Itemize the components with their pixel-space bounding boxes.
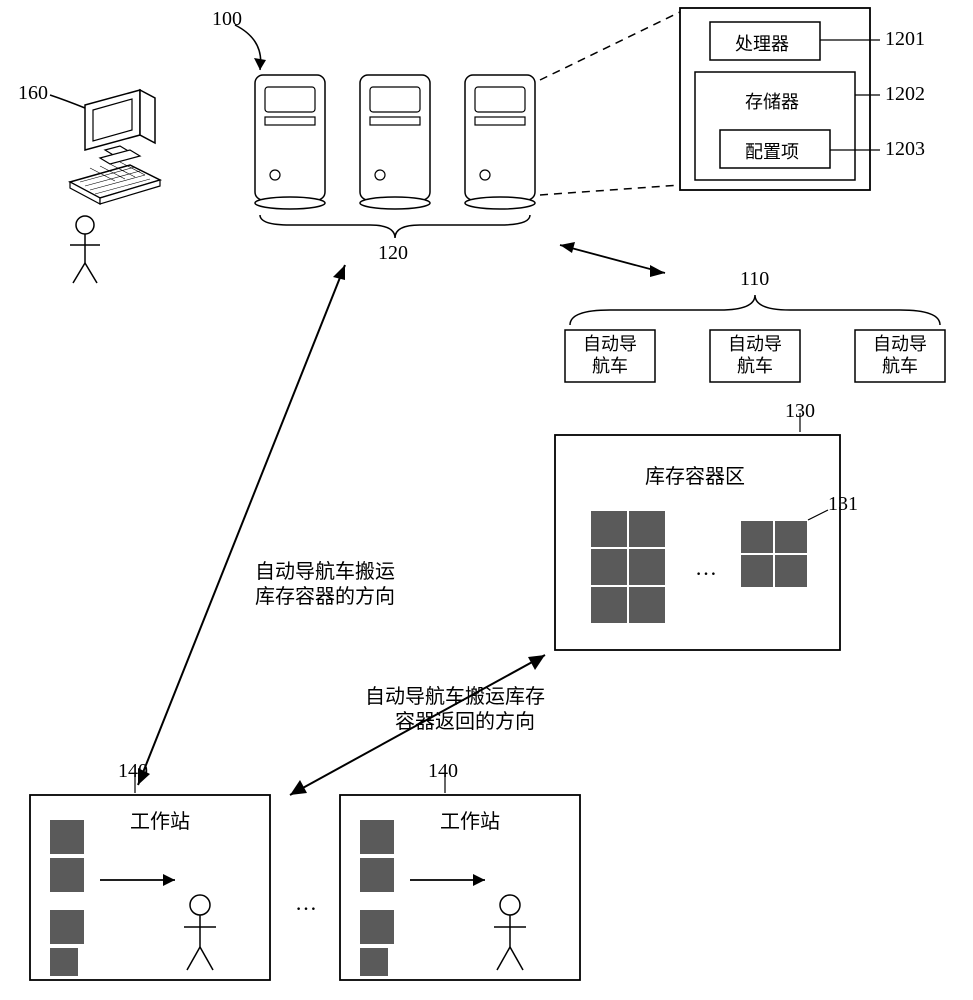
svg-text:…: … — [295, 890, 317, 915]
ref-1202: 1202 — [885, 83, 925, 106]
svg-text:…: … — [695, 555, 717, 580]
config-label: 配置项 — [745, 138, 799, 164]
processor-label: 处理器 — [735, 30, 789, 56]
ref-131: 131 — [828, 493, 858, 516]
ref-120: 120 — [378, 242, 408, 265]
ref-140-b: 140 — [428, 760, 458, 783]
agv-2-label: 自动导 航车 — [720, 334, 790, 377]
workstation-1-label: 工作站 — [130, 805, 190, 834]
ref-130: 130 — [785, 400, 815, 423]
arrow2-line2: 容器返回的方向 — [395, 705, 535, 734]
ref-110: 110 — [740, 268, 769, 291]
ref-160: 160 — [18, 82, 48, 105]
ref-1203: 1203 — [885, 138, 925, 161]
agv-1-label: 自动导 航车 — [575, 334, 645, 377]
workstation-2-label: 工作站 — [440, 805, 500, 834]
agv-3-label: 自动导 航车 — [865, 334, 935, 377]
ref-1201: 1201 — [885, 28, 925, 51]
ref-100: 100 — [212, 8, 242, 31]
storage-area-label: 库存容器区 — [645, 460, 745, 489]
arrow1-line2: 库存容器的方向 — [255, 580, 395, 609]
memory-label: 存储器 — [745, 88, 799, 114]
ref-140-a: 140 — [118, 760, 148, 783]
